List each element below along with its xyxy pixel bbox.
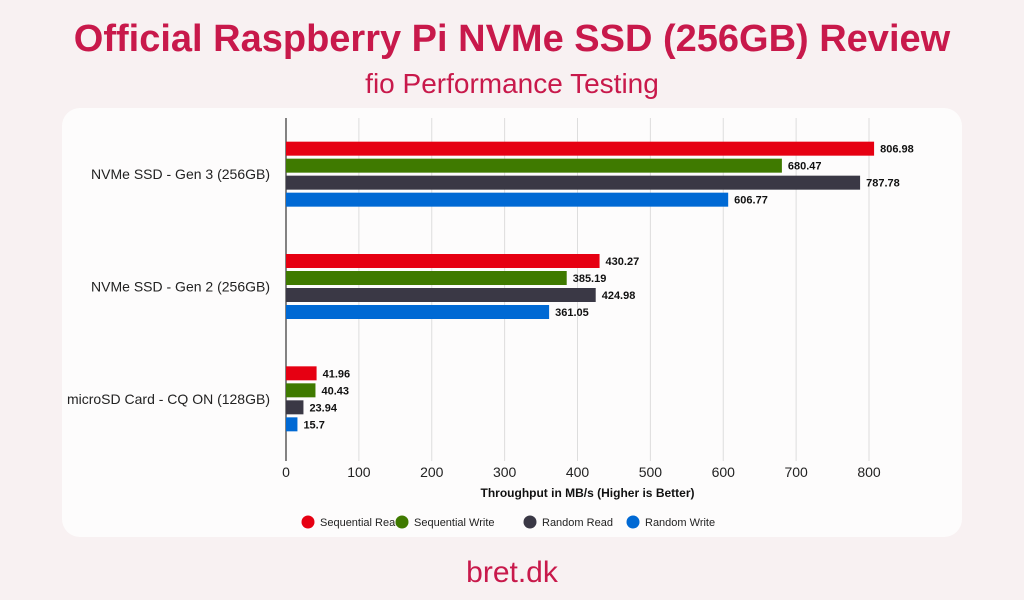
data-label: 806.98 [880, 144, 914, 156]
category-label: NVMe SSD - Gen 2 (256GB) [91, 279, 270, 295]
legend-swatch [523, 515, 537, 529]
bar [286, 383, 316, 398]
x-tick-label: 0 [282, 464, 290, 480]
legend-swatch [626, 515, 640, 529]
bar [286, 366, 317, 381]
x-tick-label: 500 [639, 464, 663, 480]
bar [286, 305, 550, 319]
x-tick-label: 600 [712, 464, 736, 480]
legend-label: Random Write [645, 517, 715, 529]
data-label: 41.96 [323, 368, 351, 380]
bar [286, 175, 861, 190]
data-label: 680.47 [788, 161, 822, 173]
x-tick-label: 800 [857, 464, 881, 480]
data-label: 385.19 [573, 273, 607, 285]
legend-label: Random Read [542, 517, 613, 529]
legend-swatch [395, 515, 409, 529]
data-label: 787.78 [866, 178, 900, 190]
bar [286, 417, 298, 432]
bar [286, 400, 304, 415]
x-tick-label: 300 [493, 464, 517, 480]
x-tick-label: 400 [566, 464, 590, 480]
bar [286, 141, 875, 156]
bar [286, 192, 729, 207]
data-label: 23.94 [309, 402, 337, 414]
data-label: 424.98 [602, 290, 636, 302]
x-axis-label: Throughput in MB/s (Higher is Better) [481, 486, 695, 500]
data-label: 430.27 [606, 256, 640, 268]
category-label: NVMe SSD - Gen 3 (256GB) [91, 166, 270, 182]
legend-label: Sequential Read [320, 517, 401, 529]
bar [286, 254, 600, 268]
data-label: 15.7 [303, 419, 324, 431]
x-tick-label: 700 [784, 464, 808, 480]
x-tick-label: 200 [420, 464, 444, 480]
brand-logo: bret.dk [466, 556, 558, 589]
page-subtitle: fio Performance Testing [365, 68, 659, 99]
bar [286, 288, 596, 302]
bar [286, 158, 782, 173]
x-tick-label: 100 [347, 464, 371, 480]
legend-label: Sequential Write [414, 517, 495, 529]
data-label: 361.05 [555, 307, 589, 319]
legend-swatch [301, 515, 315, 529]
data-label: 606.77 [734, 195, 768, 207]
data-label: 40.43 [321, 385, 349, 397]
page-title: Official Raspberry Pi NVMe SSD (256GB) R… [73, 18, 951, 60]
category-label: microSD Card - CQ ON (128GB) [67, 391, 270, 407]
bar [286, 271, 567, 285]
